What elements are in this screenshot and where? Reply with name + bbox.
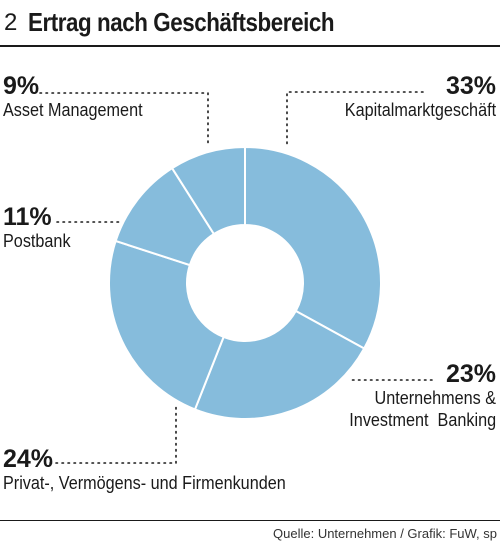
source-note: Quelle: Unternehmen / Grafik: FuW, sp bbox=[273, 526, 497, 541]
slice-name-privat: Privat-, Vermögens- und Firmenkunden bbox=[3, 473, 286, 493]
chart-header: 2 Ertrag nach Geschäftsbereich bbox=[0, 0, 500, 48]
slice-value-kapitalmarkt: 33% bbox=[445, 72, 496, 100]
slice-label-asset-management: 9% Asset Management bbox=[3, 73, 158, 121]
slice-name-asset-management: Asset Management bbox=[3, 100, 143, 120]
slice-name-unternehmens-line2: Investment Banking bbox=[349, 410, 496, 430]
slice-name-unternehmens-line1: Unternehmens & bbox=[374, 388, 496, 408]
slice-value-privat: 24% bbox=[3, 445, 54, 473]
footer-rule bbox=[0, 520, 500, 521]
donut-slice-asset-management bbox=[170, 145, 246, 236]
leader-lines bbox=[39, 91, 433, 464]
slice-label-postbank: 11% Postbank bbox=[3, 204, 78, 252]
slice-label-kapitalmarkt: 33% Kapitalmarktgeschäft bbox=[328, 73, 496, 121]
slice-value-asset-management: 9% bbox=[3, 72, 40, 100]
donut-slice-privat bbox=[108, 239, 225, 411]
slice-value-unternehmens: 23% bbox=[445, 360, 496, 388]
donut-slice-unternehmens bbox=[193, 309, 366, 420]
donut-slice-kapitalmarkt bbox=[244, 145, 382, 350]
leader-line-kapitalmarkt bbox=[286, 91, 424, 149]
leader-line-asset-management bbox=[39, 92, 209, 144]
header-rule bbox=[0, 45, 500, 47]
slice-value-postbank: 11% bbox=[3, 203, 52, 231]
chart-title: Ertrag nach Geschäftsbereich bbox=[28, 7, 335, 37]
figure-number: 2 bbox=[4, 9, 18, 36]
leader-line-privat bbox=[49, 404, 177, 464]
slice-name-postbank: Postbank bbox=[3, 231, 71, 251]
donut-slices bbox=[108, 145, 382, 420]
slice-label-privat: 24% Privat-, Vermögens- und Firmenkunden bbox=[3, 446, 317, 494]
slice-label-unternehmens: 23% Unternehmens & Investment Banking bbox=[333, 361, 496, 431]
slice-name-kapitalmarkt: Kapitalmarktgeschäft bbox=[344, 100, 496, 120]
